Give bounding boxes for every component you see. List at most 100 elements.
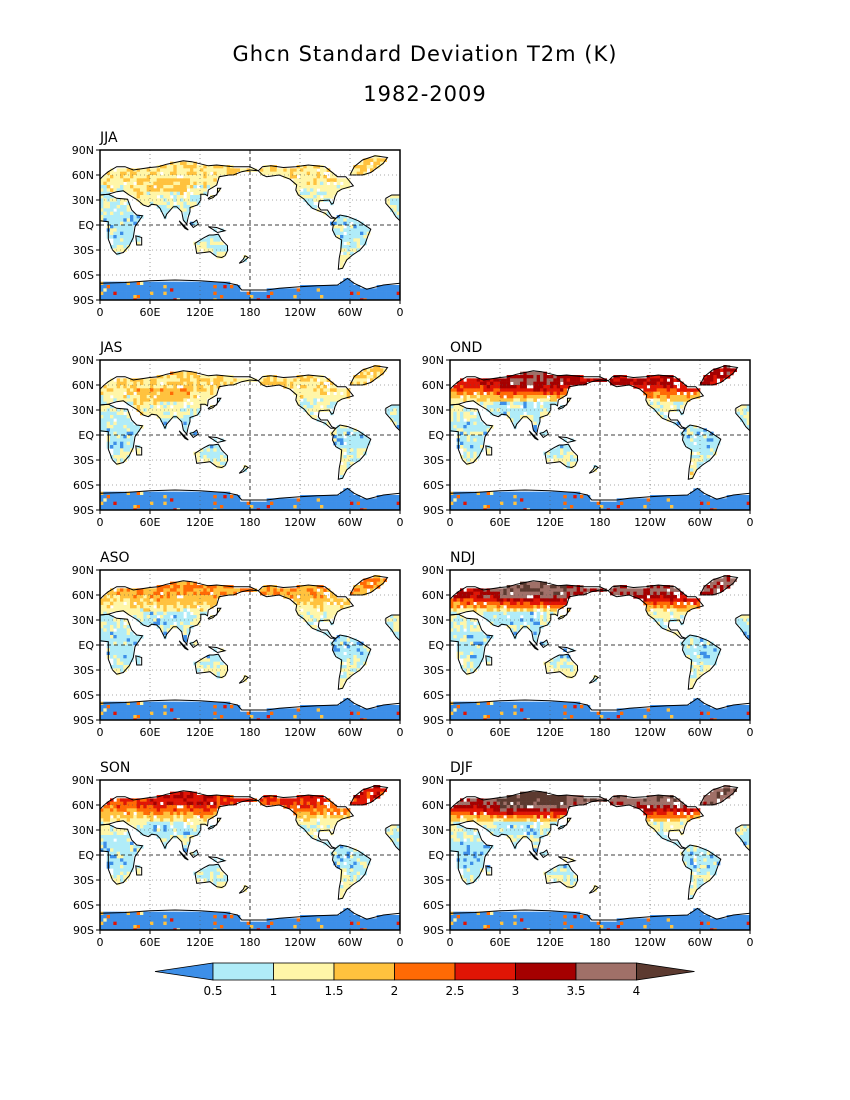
data-cell	[696, 495, 701, 499]
data-cell	[473, 421, 477, 426]
data-cell	[123, 381, 127, 386]
data-cell	[123, 495, 127, 499]
data-cell	[480, 401, 484, 406]
data-cell	[390, 205, 394, 209]
data-cell	[173, 508, 177, 510]
data-cell	[270, 165, 274, 169]
data-cell	[176, 378, 181, 382]
data-cell	[170, 618, 174, 622]
data-cell	[363, 505, 367, 509]
data-cell	[583, 378, 587, 382]
data-cell	[393, 198, 397, 202]
data-cell	[300, 181, 304, 186]
data-cell	[110, 225, 114, 229]
data-cell	[210, 185, 214, 189]
data-cell	[133, 491, 137, 496]
data-cell	[163, 195, 167, 199]
data-cell	[476, 428, 481, 432]
data-cell	[326, 185, 331, 189]
data-cell	[176, 608, 181, 612]
data-cell	[150, 181, 154, 186]
data-cell	[500, 405, 504, 409]
data-cell	[113, 385, 117, 389]
data-cell	[383, 295, 387, 299]
data-cell	[383, 285, 387, 289]
data-cell	[123, 385, 127, 389]
data-cell	[116, 435, 121, 439]
data-cell	[356, 228, 361, 232]
data-cell	[353, 248, 357, 252]
lat-tick-label: 60S	[73, 479, 94, 492]
data-cell	[486, 495, 491, 499]
data-cell	[530, 378, 534, 382]
data-cell	[220, 228, 224, 232]
data-cell	[286, 295, 291, 299]
data-cell	[453, 401, 457, 406]
data-cell	[176, 505, 181, 509]
data-cell	[310, 375, 314, 379]
data-cell	[343, 258, 347, 262]
data-cell	[120, 621, 124, 626]
data-cell	[170, 388, 174, 392]
data-cell	[306, 608, 311, 612]
data-cell	[150, 198, 154, 202]
data-cell	[180, 401, 184, 406]
data-cell	[130, 498, 134, 502]
data-cell	[133, 398, 137, 402]
data-cell	[573, 491, 577, 496]
data-cell	[743, 498, 747, 502]
data-cell	[116, 241, 121, 246]
data-cell	[290, 508, 294, 510]
data-cell	[353, 171, 357, 176]
data-cell	[160, 298, 164, 300]
data-cell	[523, 401, 527, 406]
data-cell	[716, 438, 721, 442]
data-cell	[143, 601, 147, 606]
data-cell	[200, 238, 204, 242]
data-cell	[113, 431, 117, 436]
data-cell	[233, 498, 237, 502]
data-cell	[650, 505, 654, 509]
data-cell	[126, 235, 131, 239]
data-cell	[110, 298, 114, 300]
data-cell	[623, 508, 627, 510]
data-cell	[166, 418, 171, 422]
data-cell	[733, 505, 737, 509]
data-cell	[150, 381, 154, 386]
data-cell	[176, 605, 181, 609]
data-cell	[206, 175, 211, 179]
data-cell	[273, 498, 277, 502]
data-cell	[123, 635, 127, 639]
data-cell	[290, 505, 294, 509]
data-cell	[323, 498, 327, 502]
data-cell	[236, 291, 241, 296]
data-cell	[106, 495, 111, 499]
data-cell	[503, 398, 507, 402]
data-cell	[386, 288, 391, 292]
data-cell	[666, 388, 671, 392]
data-cell	[346, 431, 351, 436]
data-cell	[203, 508, 207, 510]
data-cell	[103, 385, 107, 389]
data-cell	[536, 375, 541, 379]
data-cell	[346, 491, 351, 496]
data-cell	[360, 295, 364, 299]
data-cell	[186, 375, 191, 379]
data-cell	[296, 508, 301, 510]
data-cell	[726, 508, 731, 510]
data-cell	[360, 298, 364, 300]
data-cell	[180, 585, 184, 589]
data-cell	[650, 395, 654, 399]
data-cell	[683, 501, 687, 506]
data-cell	[540, 405, 544, 409]
data-cell	[116, 415, 121, 419]
data-cell	[116, 181, 121, 186]
data-cell	[566, 381, 571, 386]
data-cell	[186, 401, 191, 406]
data-cell	[320, 188, 324, 192]
data-cell	[353, 218, 357, 222]
data-cell	[263, 588, 267, 592]
data-cell	[510, 501, 514, 506]
data-cell	[213, 658, 217, 662]
data-cell	[183, 398, 187, 402]
